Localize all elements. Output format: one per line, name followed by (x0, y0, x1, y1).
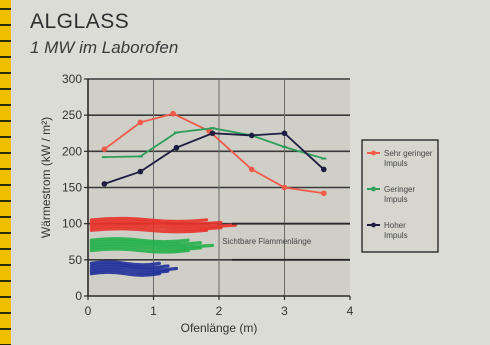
data-point (137, 155, 143, 158)
legend-label-cont: Impuls (384, 195, 408, 204)
data-point (248, 132, 255, 139)
data-point (101, 146, 108, 152)
legend-label-cont: Impuls (384, 159, 408, 168)
flame-band-0 (89, 216, 237, 234)
flame-stroke (89, 222, 237, 229)
y-tick-label: 0 (75, 289, 82, 303)
legend-marker (371, 150, 376, 156)
data-point (281, 184, 288, 191)
left-caution-stripe (0, 0, 11, 345)
data-point (173, 131, 179, 134)
y-tick-label: 300 (62, 72, 82, 86)
x-axis-label: Ofenlänge (m) (181, 321, 258, 335)
flame-stroke (89, 260, 161, 267)
flame-stroke (89, 244, 202, 252)
data-point (321, 157, 327, 160)
legend-label-cont: Impuls (384, 231, 408, 240)
x-tick-label: 2 (216, 304, 223, 318)
flame-stroke (89, 262, 170, 270)
data-point (321, 190, 327, 197)
y-tick-label: 50 (69, 253, 83, 267)
legend-label: Hoher (384, 221, 406, 230)
data-point (321, 166, 327, 173)
flame-band-2 (89, 260, 179, 277)
data-point (137, 168, 144, 175)
y-axis-label: Wärmestrom (kW / m²) (39, 117, 53, 238)
flame-stroke (89, 265, 179, 272)
data-point (101, 181, 108, 187)
legend-box (361, 139, 439, 253)
flame-stroke (89, 219, 223, 226)
chart-subtitle: 1 MW im Laborofen (30, 38, 179, 57)
data-point (209, 130, 216, 137)
x-tick-label: 1 (150, 304, 157, 318)
x-tick-label: 4 (347, 304, 354, 318)
y-tick-label: 100 (62, 217, 82, 231)
data-point (170, 110, 176, 117)
flame-band-1 (89, 237, 215, 254)
legend-marker (371, 222, 376, 228)
flame-stroke (89, 237, 190, 244)
flame-stroke (89, 247, 190, 254)
legend-marker (371, 186, 376, 192)
data-point (137, 119, 144, 126)
legend-label: Geringer (384, 185, 415, 194)
flame-stroke (89, 239, 202, 246)
flame-annotation-label: Sichtbare Flammenlänge (222, 237, 311, 246)
data-point (101, 156, 107, 159)
x-tick-label: 0 (85, 304, 92, 318)
data-point (248, 166, 255, 173)
chart-title: ALGLASS (30, 10, 130, 33)
flame-stroke (89, 268, 170, 275)
flame-stroke (89, 227, 209, 234)
legend-label: Sehr geringer (384, 149, 433, 158)
flame-stroke (89, 270, 161, 277)
data-point (281, 130, 288, 137)
y-tick-label: 250 (62, 108, 82, 122)
x-tick-label: 3 (281, 304, 288, 318)
data-point (282, 145, 287, 148)
flame-stroke (89, 242, 215, 249)
flame-stroke (89, 224, 223, 231)
data-point (173, 144, 180, 151)
flame-stroke (89, 216, 209, 224)
y-tick-label: 150 (62, 181, 82, 195)
data-point (209, 127, 215, 130)
y-tick-label: 200 (62, 144, 82, 158)
